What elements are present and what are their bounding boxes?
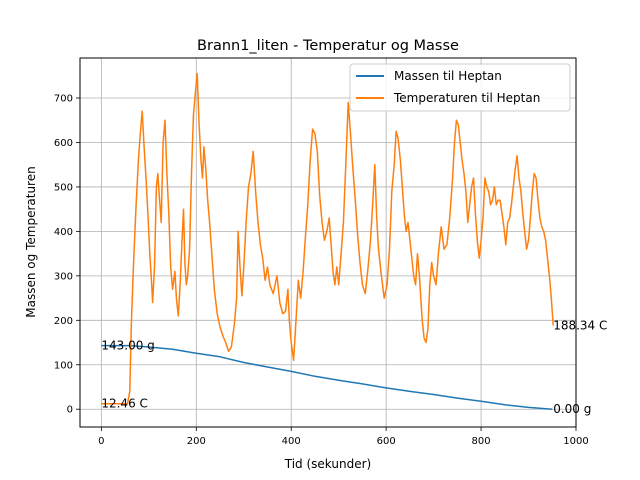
data-annotation: 143.00 g bbox=[101, 339, 154, 353]
annotations: 143.00 g 12.46 C 188.34 C 0.00 g bbox=[101, 318, 607, 416]
y-tick-label: 200 bbox=[54, 316, 73, 327]
legend-box bbox=[349, 63, 571, 112]
plot-frame bbox=[79, 57, 577, 428]
legend-label-temperature: Temperaturen til Heptan bbox=[393, 91, 540, 105]
x-tick-label: 400 bbox=[282, 436, 301, 447]
y-tick-label: 500 bbox=[54, 182, 73, 193]
series-layer bbox=[101, 72, 554, 410]
data-annotation: 0.00 g bbox=[553, 402, 591, 416]
y-tick-label: 400 bbox=[54, 227, 73, 238]
y-tick-label: 300 bbox=[54, 271, 73, 282]
y-tick-label: 600 bbox=[54, 138, 73, 149]
x-tick-label: 800 bbox=[472, 436, 491, 447]
legend: Massen til Heptan Temperaturen til Hepta… bbox=[349, 63, 571, 112]
series-line-temperature bbox=[101, 72, 554, 405]
x-tick-label: 600 bbox=[377, 436, 396, 447]
ticks: 0 200 400 600 800 1000 0 100 200 300 400 500 600 700 bbox=[54, 94, 589, 447]
x-axis-label: Tid (sekunder) bbox=[284, 457, 371, 471]
data-annotation: 12.46 C bbox=[101, 397, 148, 411]
chart-title: Brann1_liten - Temperatur og Masse bbox=[197, 38, 459, 54]
grid bbox=[80, 58, 577, 427]
series-line-mass bbox=[101, 344, 553, 410]
x-tick-label: 200 bbox=[187, 436, 206, 447]
y-tick-label: 0 bbox=[67, 405, 73, 416]
x-tick-label: 0 bbox=[98, 436, 104, 447]
data-annotation: 188.34 C bbox=[553, 318, 607, 332]
y-axis-label: Massen og Temperaturen bbox=[24, 166, 38, 317]
legend-label-mass: Massen til Heptan bbox=[394, 69, 502, 83]
y-tick-label: 100 bbox=[54, 360, 73, 371]
x-tick-label: 1000 bbox=[563, 436, 588, 447]
y-tick-label: 700 bbox=[54, 94, 73, 105]
